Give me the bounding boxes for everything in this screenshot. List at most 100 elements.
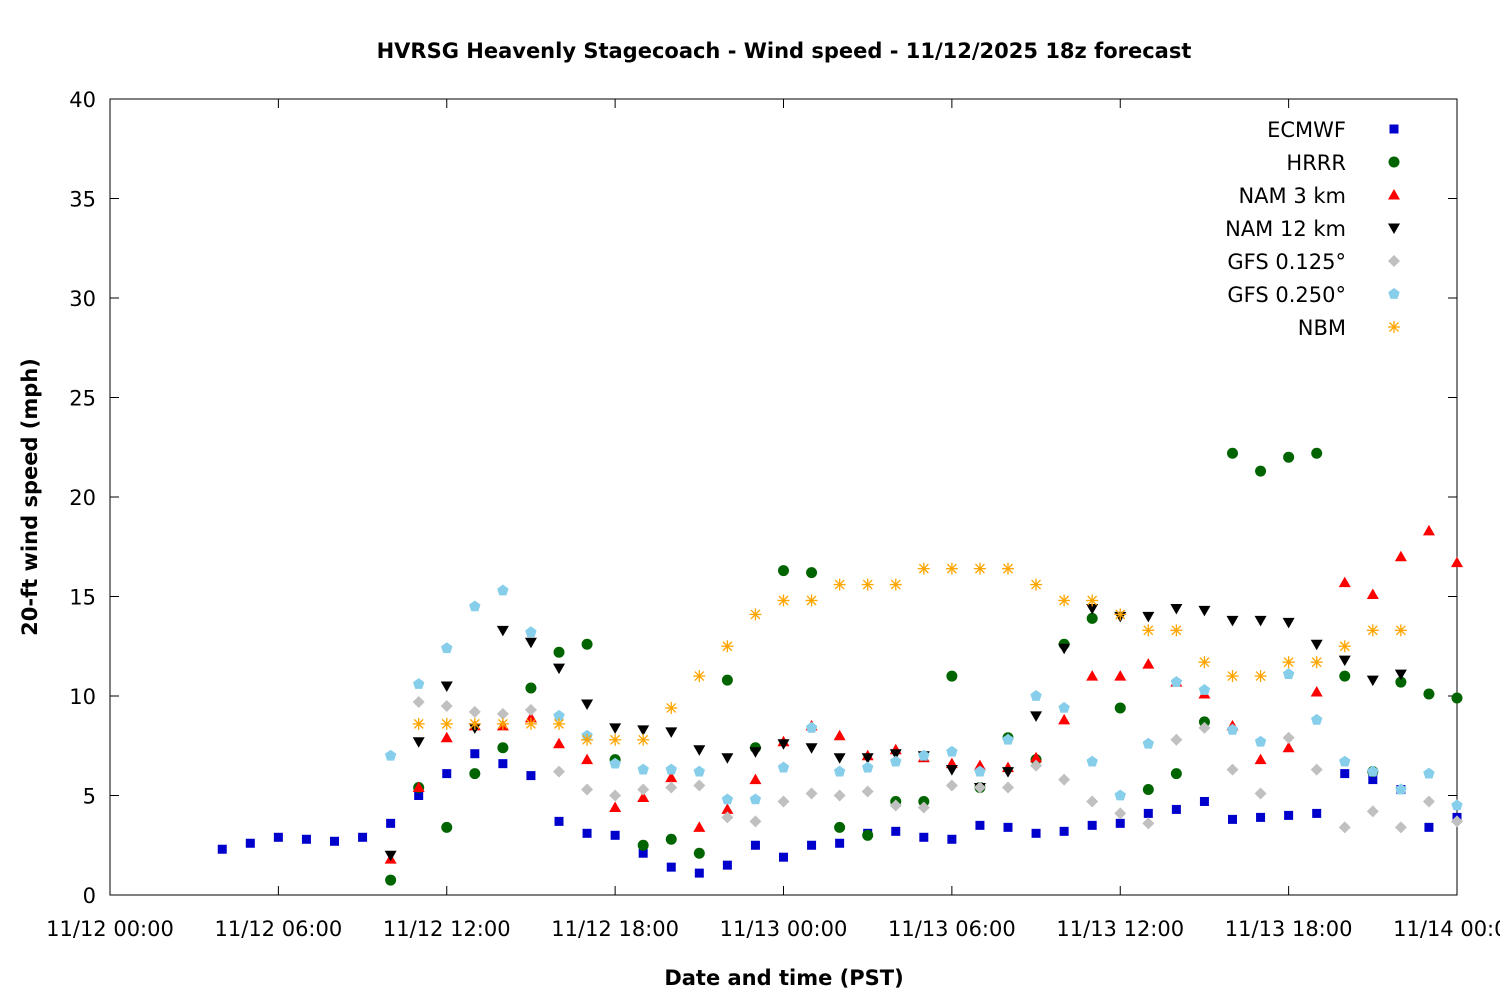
data-point bbox=[1114, 670, 1127, 681]
data-point bbox=[413, 678, 425, 689]
data-point bbox=[442, 769, 452, 779]
data-point bbox=[833, 753, 846, 764]
data-point bbox=[1423, 767, 1435, 779]
data-point bbox=[1170, 603, 1183, 615]
data-point bbox=[721, 803, 734, 814]
data-point bbox=[1255, 465, 1267, 477]
data-point bbox=[833, 729, 846, 741]
data-point bbox=[498, 759, 508, 769]
data-point bbox=[526, 771, 536, 781]
data-points bbox=[217, 447, 1463, 886]
data-point bbox=[524, 703, 537, 716]
data-point bbox=[974, 765, 986, 777]
data-point bbox=[553, 709, 565, 721]
legend-marker-nbm bbox=[1388, 321, 1400, 333]
data-point bbox=[468, 717, 481, 730]
data-point bbox=[693, 670, 706, 683]
x-tick-label: 11/14 00:00 bbox=[1393, 917, 1500, 941]
data-point bbox=[412, 737, 425, 748]
legend-label: ECMWF bbox=[1267, 118, 1346, 142]
data-point bbox=[779, 852, 788, 862]
data-point bbox=[1368, 775, 1378, 785]
data-point bbox=[1226, 670, 1239, 683]
data-point bbox=[721, 793, 734, 805]
data-point bbox=[891, 826, 901, 836]
data-point bbox=[1226, 723, 1239, 735]
data-point bbox=[1030, 711, 1043, 722]
data-point bbox=[554, 816, 564, 826]
y-tick-label: 30 bbox=[69, 287, 96, 311]
data-point bbox=[721, 640, 734, 653]
data-point bbox=[637, 763, 649, 775]
data-point bbox=[861, 578, 874, 591]
data-point bbox=[1142, 611, 1155, 623]
data-point bbox=[1142, 817, 1155, 830]
data-point bbox=[440, 699, 453, 712]
legend-marker-hrrr bbox=[1388, 156, 1400, 168]
data-point bbox=[1002, 767, 1014, 778]
data-point bbox=[1422, 524, 1435, 536]
data-point bbox=[889, 749, 902, 760]
data-point bbox=[1338, 640, 1351, 653]
data-point bbox=[330, 836, 339, 846]
x-tick-label: 11/12 18:00 bbox=[551, 917, 679, 941]
data-point bbox=[1338, 821, 1351, 834]
data-point bbox=[1395, 783, 1407, 795]
data-point bbox=[1366, 675, 1379, 687]
data-point bbox=[749, 608, 762, 621]
data-point bbox=[581, 638, 593, 650]
legend: ECMWF HRRR NAM 3 km NAM 12 km GFS 0.125° GFS … bbox=[1225, 118, 1400, 340]
data-point bbox=[665, 781, 678, 794]
data-point bbox=[1087, 820, 1097, 830]
data-point bbox=[973, 562, 986, 575]
legend-marker-gfs-0-125 bbox=[1388, 255, 1400, 267]
data-point bbox=[581, 753, 594, 765]
data-point bbox=[1228, 814, 1237, 824]
x-axis: 11/12 00:00 11/12 06:00 11/12 12:00 11/12 1… bbox=[46, 99, 1500, 941]
data-point bbox=[833, 578, 846, 591]
data-point bbox=[1423, 688, 1435, 700]
y-tick-label: 25 bbox=[69, 387, 96, 411]
data-point bbox=[749, 773, 762, 785]
data-point bbox=[665, 763, 677, 775]
y-tick-label: 0 bbox=[83, 884, 96, 908]
data-point bbox=[945, 779, 958, 792]
data-point bbox=[525, 626, 537, 638]
data-point bbox=[946, 745, 958, 757]
data-point bbox=[862, 829, 874, 841]
data-point bbox=[777, 761, 790, 773]
data-point bbox=[750, 840, 760, 850]
data-point bbox=[835, 838, 845, 848]
data-point bbox=[777, 795, 790, 808]
data-point bbox=[386, 818, 396, 828]
data-point bbox=[917, 801, 930, 814]
data-point bbox=[1339, 755, 1351, 767]
data-point bbox=[1143, 808, 1153, 818]
data-point bbox=[807, 840, 817, 850]
data-point bbox=[273, 832, 283, 842]
data-point bbox=[637, 791, 650, 802]
data-point bbox=[1114, 807, 1127, 820]
data-point bbox=[1031, 828, 1041, 838]
data-point bbox=[553, 646, 565, 658]
data-point bbox=[1451, 556, 1463, 568]
data-point bbox=[441, 642, 453, 654]
data-point bbox=[414, 791, 424, 800]
data-point bbox=[1311, 447, 1323, 459]
data-point bbox=[637, 839, 649, 851]
data-point bbox=[805, 787, 818, 800]
data-point bbox=[1142, 624, 1155, 637]
data-point bbox=[496, 717, 509, 730]
data-point bbox=[496, 707, 509, 720]
data-point bbox=[693, 745, 706, 756]
data-point bbox=[1366, 588, 1379, 600]
data-point bbox=[1254, 615, 1267, 627]
data-point bbox=[945, 562, 958, 575]
data-point bbox=[1283, 451, 1295, 463]
data-point bbox=[947, 834, 957, 844]
data-point bbox=[1086, 670, 1099, 681]
data-point bbox=[1339, 670, 1351, 682]
data-point bbox=[806, 567, 818, 579]
data-point bbox=[1284, 810, 1294, 820]
data-point bbox=[384, 850, 397, 862]
